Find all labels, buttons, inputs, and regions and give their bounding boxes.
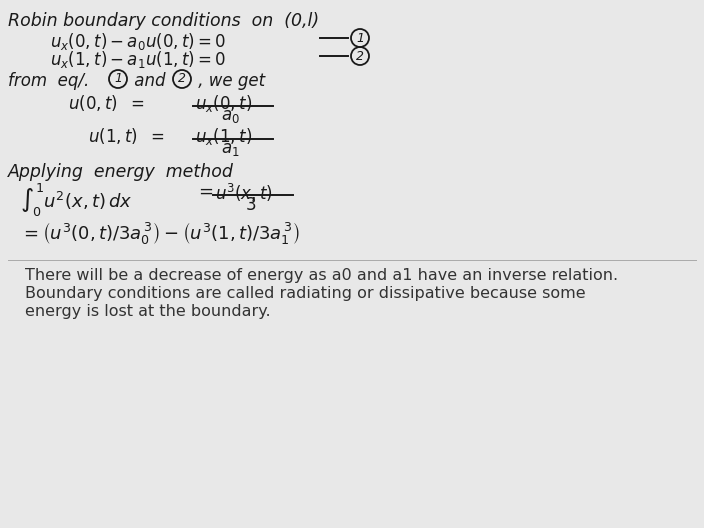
Text: , we get: , we get [193,72,265,90]
Text: $=$: $=$ [195,182,213,200]
Text: $\int_0^1 u^2(x,t)\,dx$: $\int_0^1 u^2(x,t)\,dx$ [20,182,132,219]
Text: 1: 1 [356,32,364,44]
Text: 1: 1 [114,72,122,86]
Text: $u_x(1,t)$: $u_x(1,t)$ [195,126,252,147]
Text: $u_x(1,t)-a_1 u(1,t) = 0$: $u_x(1,t)-a_1 u(1,t) = 0$ [50,49,226,70]
Text: $u(1,t)$  $=$: $u(1,t)$ $=$ [88,126,165,146]
Text: 2: 2 [356,50,364,62]
Text: Robin boundary conditions  on  (0,l): Robin boundary conditions on (0,l) [8,12,319,30]
Text: $= \left(u^3(0,t)/3a_0^{\,3}\right) - \left(u^3(1,t)/3a_1^{\,3}\right)$: $= \left(u^3(0,t)/3a_0^{\,3}\right) - \l… [20,220,300,246]
Text: $u^3(x,t)$: $u^3(x,t)$ [215,182,272,204]
Text: $u(0,t)$  $=$: $u(0,t)$ $=$ [68,93,145,113]
Text: $3$: $3$ [245,196,256,214]
Text: energy is lost at the boundary.: energy is lost at the boundary. [25,304,270,319]
Text: from  eq/.: from eq/. [8,72,100,90]
Text: Boundary conditions are called radiating or dissipative because some: Boundary conditions are called radiating… [25,286,586,301]
Text: $a_1$: $a_1$ [221,140,239,158]
Text: There will be a decrease of energy as a0 and a1 have an inverse relation.: There will be a decrease of energy as a0… [25,268,618,283]
Text: $u_x(0,t)$: $u_x(0,t)$ [195,93,252,114]
Text: Applying  energy  method: Applying energy method [8,163,234,181]
Text: and: and [129,72,171,90]
Text: 2: 2 [178,72,186,86]
Text: $a_0$: $a_0$ [221,107,240,125]
Text: $u_x(0,t)-a_0 u(0,t) = 0$: $u_x(0,t)-a_0 u(0,t) = 0$ [50,31,226,52]
